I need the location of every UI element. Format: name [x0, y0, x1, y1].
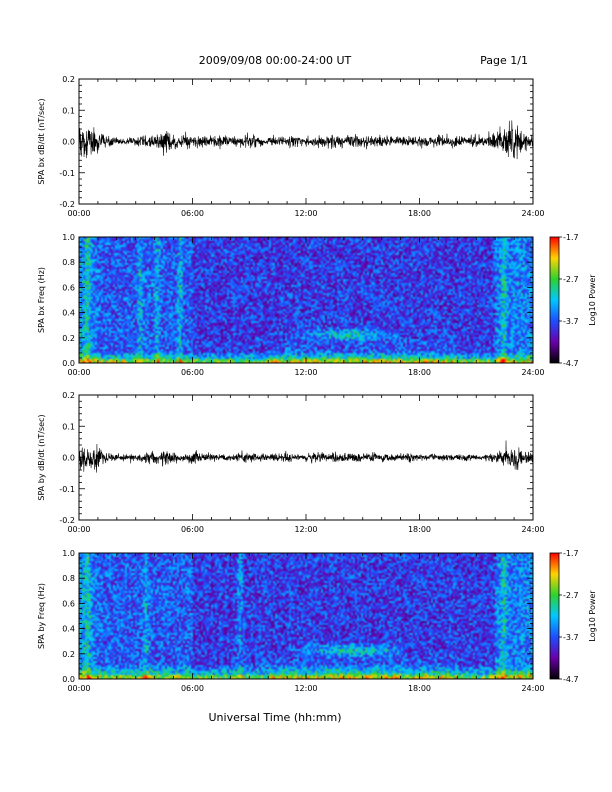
- page-indicator: Page 1/1: [480, 54, 528, 67]
- x-tick-label: 06:00: [181, 525, 204, 534]
- plot-frame: [78, 394, 534, 521]
- y-tick-label: 0.6: [62, 283, 75, 292]
- x-tick-label: 12:00: [294, 368, 317, 377]
- colorbar-tick-label: -1.7: [563, 549, 579, 558]
- y-tick-label: 0.2: [62, 391, 75, 400]
- colorbar-tick-label: -4.7: [563, 359, 579, 368]
- plot-frame: [78, 552, 534, 680]
- y-tick-label: 0.0: [62, 138, 75, 147]
- y-tick-label: 0.1: [62, 106, 75, 115]
- y-tick-label: -0.1: [59, 485, 75, 494]
- plot-frame: [78, 78, 534, 205]
- y-tick-label: 0.8: [62, 574, 75, 583]
- x-tick-label: 18:00: [408, 209, 431, 218]
- colorbar-tick-label: -2.7: [563, 275, 579, 284]
- spectrogram-image: [79, 237, 533, 363]
- panel-1: 00:00 06:00 12:00 18:00 24:00 -0.2 -0.1 0.0 0.1 0…: [37, 75, 545, 218]
- panels: 00:00 06:00 12:00 18:00 24:00 -0.2 -0.1 0.0 0.1 0…: [37, 75, 597, 693]
- y-axis-label: SPA by dB/dt (nT/sec): [37, 414, 46, 500]
- x-tick-label: 12:00: [294, 209, 317, 218]
- y-tick-label: 0.8: [62, 258, 75, 267]
- colorbar: [549, 236, 560, 364]
- colorbar: [549, 552, 560, 680]
- x-tick-label: 00:00: [67, 368, 90, 377]
- colorbar-label: Log10 Power: [588, 274, 597, 326]
- y-tick-label: 0.6: [62, 599, 75, 608]
- y-axis-label: SPA bx dB/dt (nT/sec): [37, 98, 46, 184]
- x-tick-label: 00:00: [67, 684, 90, 693]
- panel-2: -1.7 -2.7 -3.7 -4.7 Log10 Power 00:00 06:00 12:…: [37, 233, 597, 377]
- trace-line: [79, 120, 533, 160]
- colorbar-tick-label: -4.7: [563, 675, 579, 684]
- colorbar-label: Log10 Power: [588, 590, 597, 642]
- x-tick-label: 24:00: [521, 368, 544, 377]
- y-tick-label: 1.0: [62, 233, 75, 242]
- y-tick-label: 1.0: [62, 549, 75, 558]
- x-tick-label: 24:00: [521, 209, 544, 218]
- x-tick-label: 00:00: [67, 209, 90, 218]
- colorbar-tick-label: -2.7: [563, 591, 579, 600]
- spectrogram-image: [79, 553, 533, 679]
- x-tick-label: 18:00: [408, 525, 431, 534]
- colorbar-tick-label: -1.7: [563, 233, 579, 242]
- y-tick-label: 0.0: [62, 454, 75, 463]
- y-tick-label: -0.2: [59, 200, 75, 209]
- x-tick-label: 06:00: [181, 684, 204, 693]
- y-tick-label: 0.0: [62, 675, 75, 684]
- x-tick-label: 12:00: [294, 525, 317, 534]
- x-tick-label: 06:00: [181, 209, 204, 218]
- x-tick-label: 06:00: [181, 368, 204, 377]
- y-axis-label: SPA bx Freq (Hz): [37, 267, 46, 333]
- trace-line: [79, 440, 533, 473]
- panel-3: 00:00 06:00 12:00 18:00 24:00 -0.2 -0.1 0.0 0.1 0…: [37, 391, 545, 534]
- y-tick-label: 0.1: [62, 422, 75, 431]
- y-tick-label: 0.4: [62, 309, 75, 318]
- x-tick-label: 18:00: [408, 684, 431, 693]
- y-tick-label: 0.2: [62, 650, 75, 659]
- y-tick-label: 0.2: [62, 75, 75, 84]
- x-axis-label: Universal Time (hh:mm): [209, 711, 342, 724]
- y-tick-label: 0.0: [62, 359, 75, 368]
- y-axis-label: SPA by Freq (Hz): [37, 583, 46, 649]
- panel-4: -1.7 -2.7 -3.7 -4.7 Log10 Power 00:00 06:00 12:…: [37, 549, 597, 693]
- y-tick-label: 0.4: [62, 625, 75, 634]
- x-tick-label: 18:00: [408, 368, 431, 377]
- y-tick-label: 0.2: [62, 334, 75, 343]
- x-tick-label: 12:00: [294, 684, 317, 693]
- colorbar-tick-label: -3.7: [563, 317, 579, 326]
- figure-title: 2009/09/08 00:00-24:00 UT: [199, 54, 352, 67]
- x-tick-label: 00:00: [67, 525, 90, 534]
- x-tick-label: 24:00: [521, 525, 544, 534]
- x-tick-label: 24:00: [521, 684, 544, 693]
- y-tick-label: -0.2: [59, 516, 75, 525]
- y-tick-label: -0.1: [59, 169, 75, 178]
- colorbar-tick-label: -3.7: [563, 633, 579, 642]
- plot-frame: [78, 236, 534, 364]
